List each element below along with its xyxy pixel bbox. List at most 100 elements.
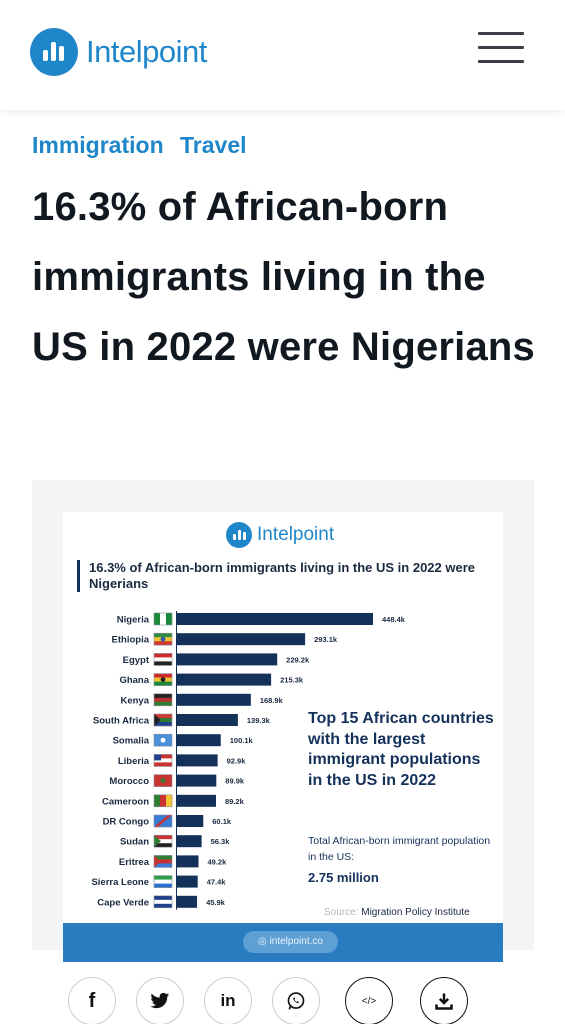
country-label: Eritrea bbox=[119, 857, 150, 868]
twitter-icon bbox=[150, 992, 170, 1009]
whatsapp-share-button[interactable] bbox=[272, 977, 320, 1024]
flag-stripe bbox=[160, 613, 167, 625]
flag-emblem bbox=[154, 815, 172, 827]
bar bbox=[177, 714, 238, 726]
bar-value-label: 89.2k bbox=[225, 797, 245, 806]
hamburger-menu-icon[interactable] bbox=[478, 30, 524, 64]
flag-stripe bbox=[154, 815, 172, 820]
article-title: 16.3% of African-born immigrants living … bbox=[32, 185, 536, 369]
flag-border bbox=[153, 713, 173, 727]
download-button[interactable] bbox=[420, 977, 468, 1024]
brand-name: Intelpoint bbox=[86, 34, 207, 69]
tag-travel[interactable]: Travel bbox=[180, 132, 247, 158]
footer-link[interactable]: ◎ intelpoint.co bbox=[243, 931, 338, 953]
infographic-footer: ◎ intelpoint.co bbox=[63, 923, 503, 962]
flag-emblem bbox=[154, 855, 161, 868]
bar bbox=[177, 815, 204, 827]
flag-emblem bbox=[160, 636, 166, 642]
flag-icon bbox=[153, 653, 173, 666]
facebook-share-button[interactable]: f bbox=[68, 977, 116, 1024]
bar bbox=[177, 754, 218, 767]
flag-stripe bbox=[154, 661, 172, 666]
flag-icon bbox=[153, 733, 173, 747]
site-logo[interactable]: Intelpoint bbox=[30, 28, 207, 76]
flag-stripe bbox=[166, 613, 173, 625]
country-label: Nigeria bbox=[117, 615, 150, 626]
flag-icon bbox=[153, 754, 173, 767]
flag-stripe bbox=[160, 794, 167, 807]
flag-stripe bbox=[154, 734, 172, 739]
flag-stripe bbox=[154, 697, 172, 702]
embed-icon: </> bbox=[361, 995, 377, 1007]
bar bbox=[177, 693, 251, 706]
tag-immigration[interactable]: Immigration bbox=[32, 132, 164, 158]
country-label: Cameroon bbox=[102, 796, 149, 807]
globe-icon: ◎ bbox=[258, 936, 270, 947]
flag-border bbox=[153, 612, 173, 626]
bar-value-label: 448.4k bbox=[382, 615, 406, 624]
flag-stripe bbox=[154, 794, 161, 807]
flag-border bbox=[153, 653, 173, 666]
flag-stripe bbox=[154, 714, 172, 719]
flag-stripe bbox=[154, 701, 172, 706]
infographic-heading: 16.3% of African-born immigrants living … bbox=[77, 560, 495, 592]
flag-stripe bbox=[154, 681, 172, 686]
country-label: Somalia bbox=[113, 736, 150, 747]
country-label: Cape Verde bbox=[97, 897, 149, 908]
bar bbox=[177, 855, 199, 868]
flag-emblem bbox=[154, 754, 161, 761]
linkedin-share-button[interactable]: in bbox=[204, 977, 252, 1024]
bar-value-label: 45.9k bbox=[206, 898, 226, 907]
flag-stripe bbox=[154, 774, 172, 779]
flag-icon bbox=[153, 774, 173, 787]
twitter-share-button[interactable] bbox=[136, 977, 184, 1024]
bar-value-label: 293.1k bbox=[314, 635, 338, 644]
flag-stripe bbox=[154, 641, 172, 646]
download-icon bbox=[435, 993, 453, 1010]
infographic: Intelpoint 16.3% of African-born immigra… bbox=[63, 512, 503, 962]
total-population-label: Total African-born immigrant population … bbox=[308, 835, 491, 863]
country-label: South Africa bbox=[93, 716, 150, 727]
flag-stripe bbox=[154, 835, 172, 840]
flag-stripe bbox=[154, 718, 172, 723]
flag-border bbox=[153, 632, 173, 646]
bar-value-label: 47.4k bbox=[207, 878, 227, 887]
bar-value-label: 60.1k bbox=[212, 817, 232, 826]
flag-stripe bbox=[154, 673, 172, 678]
flag-stripe bbox=[154, 722, 172, 727]
flag-stripe bbox=[154, 823, 172, 828]
bar bbox=[177, 794, 216, 807]
flag-stripe bbox=[154, 855, 172, 860]
bar bbox=[177, 875, 198, 888]
flag-border bbox=[153, 875, 173, 888]
country-label: Kenya bbox=[120, 695, 149, 706]
flag-border bbox=[153, 834, 173, 848]
bar bbox=[177, 835, 202, 848]
flag-stripe bbox=[154, 883, 172, 888]
flag-border bbox=[153, 754, 173, 767]
country-label: Ghana bbox=[119, 675, 149, 686]
country-label: Sudan bbox=[120, 837, 149, 848]
country-label: DR Congo bbox=[103, 817, 150, 828]
bar-value-label: 139.3k bbox=[247, 716, 271, 725]
country-label: Ethiopia bbox=[112, 635, 150, 646]
bar bbox=[177, 895, 198, 908]
bar-value-label: 49.2k bbox=[208, 857, 228, 866]
flag-icon bbox=[153, 814, 173, 828]
flag-emblem bbox=[154, 835, 161, 848]
bar-value-label: 168.9k bbox=[260, 696, 284, 705]
country-label: Liberia bbox=[118, 756, 150, 767]
infographic-side-title: Top 15 African countries with the larges… bbox=[308, 710, 494, 789]
flag-icon bbox=[153, 794, 173, 808]
bar bbox=[177, 633, 306, 646]
embed-button[interactable]: </> bbox=[345, 977, 393, 1024]
flag-stripe bbox=[154, 758, 172, 763]
flag-stripe bbox=[154, 782, 172, 787]
bar-value-label: 92.9k bbox=[227, 756, 247, 765]
flag-border bbox=[153, 774, 173, 787]
flag-stripe bbox=[154, 879, 172, 884]
flag-stripe bbox=[154, 613, 161, 625]
source-value: Migration Policy Institute bbox=[361, 907, 470, 918]
bar-value-label: 56.3k bbox=[211, 837, 231, 846]
source-label: Source: bbox=[324, 907, 359, 918]
